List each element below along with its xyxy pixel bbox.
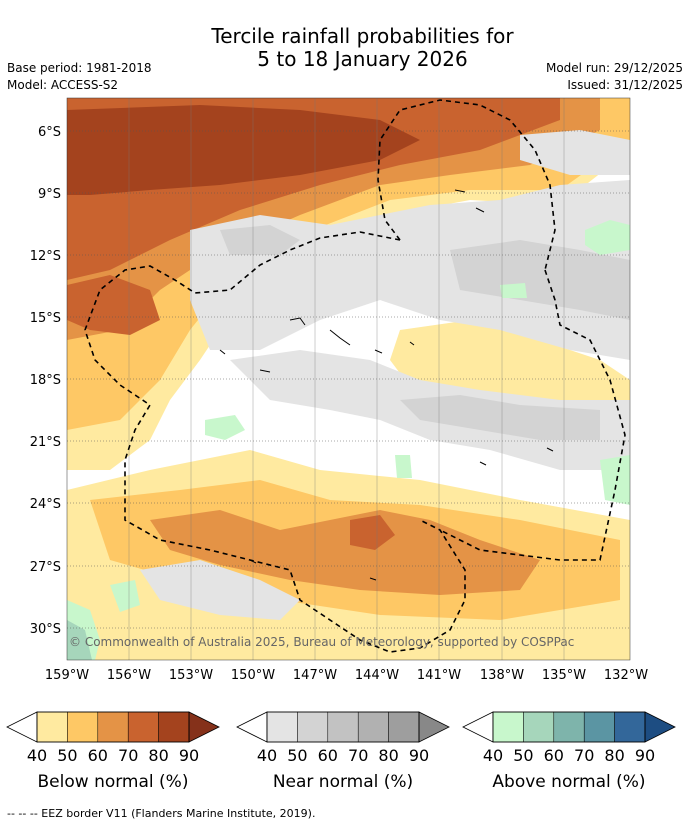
above-normal-colorbar: 40 50 60 70 80 90 Above normal (%) [462, 711, 676, 792]
rainfall-map: 6°S 9°S 12°S 15°S 18°S 21°S 24°S 27°S 30… [30, 97, 648, 683]
lon-label: 156°W [107, 668, 151, 683]
near-colorbar-tick-label: 70 [348, 746, 368, 765]
below-60-south-region [150, 510, 540, 595]
near-50-region [220, 225, 300, 255]
lon-label: 132°W [604, 668, 648, 683]
near-colorbar-swatch [327, 711, 359, 743]
lat-label: 12°S [30, 249, 61, 264]
near-colorbar-tick-label: 80 [378, 746, 398, 765]
lon-label: 135°W [542, 668, 586, 683]
longitude-axis: 159°W 156°W 153°W 150°W 147°W 144°W 141°… [45, 668, 648, 683]
above-colorbar-tick-label: 50 [513, 746, 533, 765]
eez-border [84, 99, 626, 653]
base-period-label: Base period: 1981-2018 [7, 61, 152, 75]
above-colorbar-max-arrow [644, 711, 676, 743]
below-colorbar-tick-label: 50 [57, 746, 77, 765]
near-colorbar-max-arrow [418, 711, 450, 743]
lon-label: 144°W [355, 668, 399, 683]
below-colorbar-swatch [97, 711, 129, 743]
model-run-label: Model run: 29/12/2025 [545, 61, 683, 75]
above-40-middle-region [205, 415, 245, 440]
probability-field [67, 98, 630, 660]
lon-label: 159°W [45, 668, 89, 683]
above-colorbar-label: Above normal (%) [492, 772, 645, 792]
lat-label: 15°S [30, 311, 61, 326]
lon-label: 147°W [293, 668, 337, 683]
lon-label: 141°W [417, 668, 461, 683]
issued-label: Issued: 31/12/2025 [567, 78, 683, 92]
lon-label: 138°W [480, 668, 524, 683]
below-80-region [67, 105, 420, 195]
map-title-line2: 5 to 18 January 2026 [257, 47, 468, 71]
above-40-east-region [585, 220, 630, 255]
near-colorbar-swatch [388, 711, 420, 743]
below-colorbar-tick-label: 40 [27, 746, 47, 765]
above-colorbar-swatch [553, 711, 585, 743]
near-40-south-region [140, 560, 300, 620]
above-colorbar-swatch [523, 711, 555, 743]
above-colorbar-tick-label: 80 [604, 746, 624, 765]
lat-label: 27°S [30, 560, 61, 575]
below-colorbar-tick-label: 70 [118, 746, 138, 765]
near-normal-colorbar: 40 50 60 70 80 90 Near normal (%) [236, 711, 450, 792]
lon-label: 150°W [231, 668, 275, 683]
near-colorbar-swatch [297, 711, 329, 743]
near-colorbar-tick-label: 60 [318, 746, 338, 765]
near-50-east-region [450, 240, 630, 320]
below-colorbar-min-arrow [6, 711, 38, 743]
latitude-axis: 6°S 9°S 12°S 15°S 18°S 21°S 24°S 27°S 30… [30, 125, 61, 637]
lat-label: 18°S [30, 373, 61, 388]
above-colorbar-min-arrow [462, 711, 494, 743]
above-40-south-region [110, 580, 140, 612]
legend-colorbars: 40 50 60 70 80 90 Below normal (%) 40 50 60 70 80 90… [6, 711, 676, 792]
map-title-line1: Tercile rainfall probabilities for [211, 24, 514, 48]
near-colorbar-swatch [357, 711, 389, 743]
below-colorbar-tick-label: 90 [179, 746, 199, 765]
above-colorbar-swatch [583, 711, 615, 743]
below-colorbar-swatch [158, 711, 190, 743]
near-colorbar-tick-label: 50 [287, 746, 307, 765]
below-colorbar-swatch [36, 711, 68, 743]
below-70-west-region [67, 275, 160, 335]
below-colorbar-swatch [67, 711, 99, 743]
near-colorbar-tick-label: 90 [409, 746, 429, 765]
lat-label: 24°S [30, 497, 61, 512]
above-40-small-region [395, 455, 412, 478]
graticule [67, 130, 630, 629]
above-40-southeast-region [600, 455, 630, 505]
below-70-south-region [350, 515, 395, 550]
above-colorbar-swatch [614, 711, 646, 743]
below-colorbar-max-arrow [188, 711, 220, 743]
above-50-southwest-region [67, 620, 92, 660]
model-label: Model: ACCESS-S2 [7, 78, 119, 92]
lat-label: 9°S [38, 187, 61, 202]
map-frame [66, 97, 631, 661]
below-colorbar-swatch [127, 711, 159, 743]
below-colorbar-tick-label: 60 [88, 746, 108, 765]
near-40-northeast-region [520, 130, 630, 175]
above-colorbar-tick-label: 40 [483, 746, 503, 765]
above-colorbar-tick-label: 70 [574, 746, 594, 765]
above-colorbar-tick-label: 90 [635, 746, 655, 765]
islands [219, 189, 554, 581]
eez-footnote: -- -- -- EEZ border V11 (Flanders Marine… [7, 807, 316, 820]
above-colorbar-swatch [492, 711, 524, 743]
near-colorbar-swatch [266, 711, 298, 743]
near-colorbar-tick-label: 40 [257, 746, 277, 765]
lat-label: 21°S [30, 435, 61, 450]
below-normal-colorbar: 40 50 60 70 80 90 Below normal (%) [6, 711, 220, 792]
near-colorbar-label: Near normal (%) [273, 772, 413, 792]
near-50-middle-region [400, 395, 600, 440]
near-colorbar-min-arrow [236, 711, 268, 743]
near-40-region [190, 180, 630, 360]
below-colorbar-tick-label: 80 [148, 746, 168, 765]
above-colorbar-tick-label: 60 [544, 746, 564, 765]
above-40-small-region-2 [500, 283, 527, 298]
copyright-credit: © Commonwealth of Australia 2025, Bureau… [69, 635, 574, 649]
lon-label: 153°W [169, 668, 213, 683]
below-colorbar-label: Below normal (%) [38, 772, 189, 792]
lat-label: 6°S [38, 125, 61, 140]
lat-label: 30°S [30, 622, 61, 637]
